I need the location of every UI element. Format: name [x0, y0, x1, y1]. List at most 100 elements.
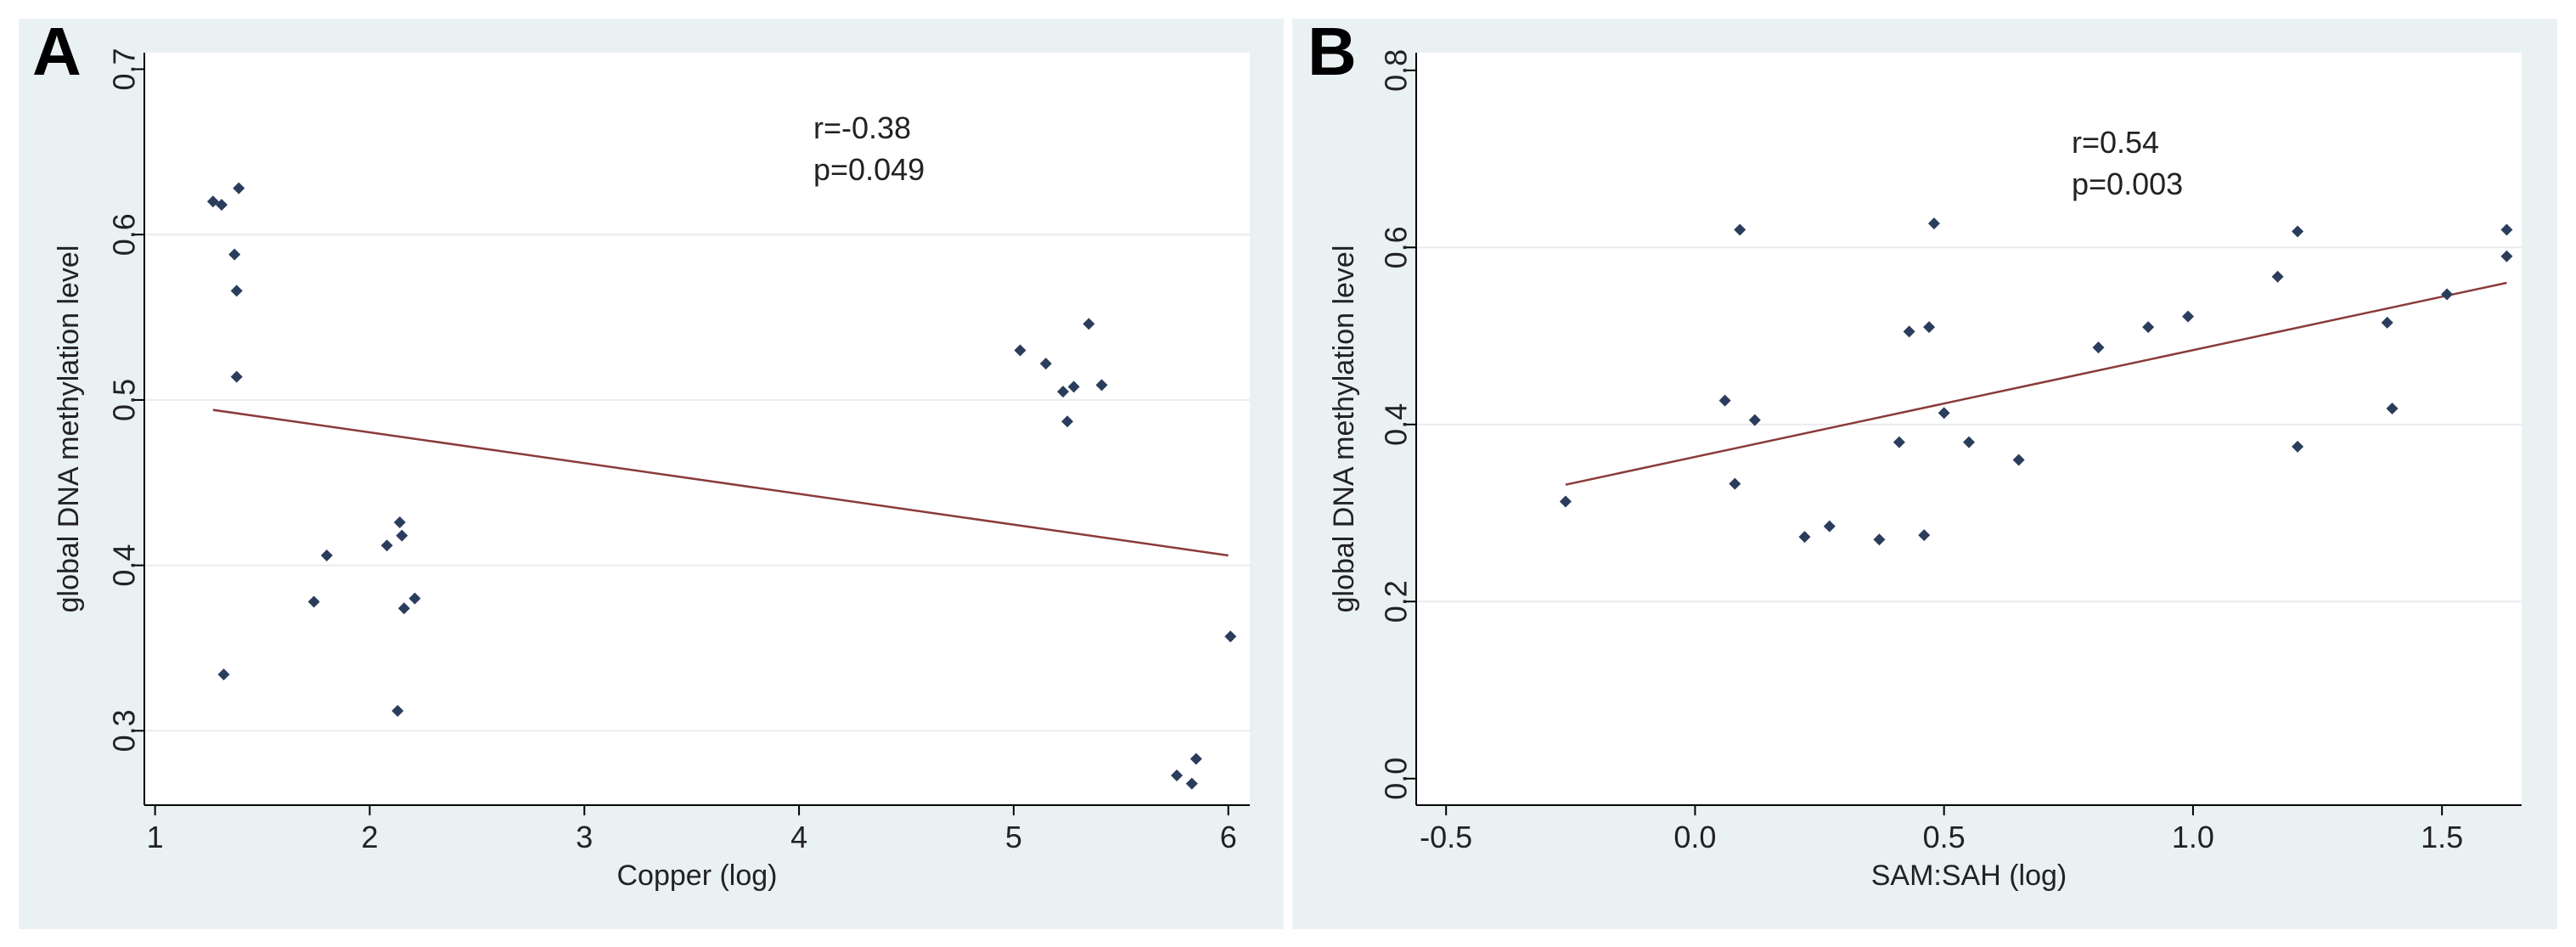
panel-b-data-point-12 [1927, 217, 1940, 230]
panel-a-data-point-2 [233, 182, 245, 194]
panel-b-data-point-6 [1823, 520, 1836, 533]
panel-b-data-point-16 [2092, 341, 2105, 354]
panel-a-gridlines [144, 234, 1250, 732]
panel-b-data-point-13 [1938, 407, 1950, 420]
panel-a-data-point-1 [216, 199, 228, 211]
panel-b-data-point-22 [2381, 316, 2393, 329]
panel-b-x-tick-label-2: 0.5 [1923, 820, 1966, 854]
panel-b-y-tick-label-4: 0.8 [1379, 49, 1414, 92]
panel-b-data-point-2 [1729, 477, 1741, 490]
panel-a-x-tick-label-3: 4 [790, 820, 807, 854]
panel-a-y-tick-label-4: 0.7 [107, 48, 142, 90]
panel-a-data-point-5 [230, 370, 243, 383]
panel-b-data-point-24 [2441, 288, 2454, 301]
panel-a-y-axis-title: global DNA methylation level [53, 245, 85, 613]
panel-a-data-point-0 [206, 195, 219, 208]
panel-a-ticks: 1 2 3 4 5 6 0.3 0.4 0.5 0.6 0.7 [107, 48, 1237, 854]
panel-a-data-point-8 [307, 595, 320, 608]
panel-a-annotation-r: r=-0.38 [813, 110, 911, 145]
panel-b-gridlines [1416, 246, 2522, 603]
panel-a-data-point-17 [1083, 318, 1095, 330]
panel-a-x-tick-label-1: 2 [361, 820, 378, 854]
panel-b-data-point-1 [1718, 394, 1731, 407]
panel-b-x-tick-label-3: 1.0 [2172, 820, 2214, 854]
panel-a-data-point-6 [217, 668, 230, 681]
panel-a-data-point-21 [1061, 415, 1074, 428]
panel-a-data-point-23 [1190, 753, 1202, 765]
panel-a-data-point-14 [391, 705, 404, 718]
panel-a-annotation-p: p=0.049 [813, 152, 925, 187]
panel-b-axes [1415, 53, 2522, 806]
panel-a-data-point-25 [1224, 630, 1237, 643]
panel-a-x-tick-label-0: 1 [147, 820, 164, 854]
panel-b-data-point-5 [1798, 531, 1811, 544]
panel-b-data-point-9 [1903, 325, 1915, 338]
panel-b-y-axis-title: global DNA methylation level [1328, 245, 1360, 613]
panel-a-data-point-18 [1057, 386, 1070, 398]
panel-a: 1 2 3 4 5 60.30.40.50.60.7 A r=-0.38 p=0.049 … [19, 14, 1284, 929]
panel-a-data-point-11 [393, 516, 406, 529]
panel-b-letter: B [1308, 14, 1357, 89]
panel-b-data-point-26 [2500, 250, 2513, 262]
panel-a-fit-line [212, 409, 1229, 557]
panel-b-data-point-25 [2500, 223, 2513, 236]
panel-b-data-point-8 [1893, 436, 1905, 448]
panel-b-plot-area [1416, 53, 2522, 805]
panel-a-data-point-3 [228, 248, 241, 261]
panel-a-data-point-7 [320, 549, 333, 561]
panel-a-data-point-13 [397, 602, 410, 615]
panel-a-fit-line-group [212, 409, 1229, 557]
panel-a-data-point-9 [380, 539, 393, 552]
panel-b-data-point-14 [1963, 436, 1975, 448]
panel-b-data-point-10 [1918, 529, 1931, 542]
panel-b-ticks: -0.5 0.0 0.5 1.0 1.50.00.20.40.60.8 [1379, 49, 2464, 854]
panel-b-y-tick-label-0: 0.0 [1379, 758, 1414, 800]
panel-b-data-point-15 [2012, 454, 2025, 466]
panel-a-data-point-10 [396, 529, 408, 542]
panel-a-y-tick-label-1: 0.4 [107, 544, 142, 587]
panel-b-data-point-3 [1734, 223, 1746, 236]
panel-b-fit-line [1565, 281, 2507, 486]
panel-a-data-point-12 [408, 592, 421, 605]
panel-a-plot-area [144, 53, 1250, 805]
panel-a-data-point-16 [1039, 358, 1052, 370]
panel-b-data-point-21 [2292, 440, 2304, 453]
panel-a-data-point-22 [1171, 769, 1184, 781]
panel-a-axes [143, 53, 1250, 806]
panel-b-data-point-0 [1559, 495, 1572, 508]
panel-b-x-tick-label-4: 1.5 [2421, 820, 2463, 854]
panel-a-y-tick-label-0: 0.3 [107, 709, 142, 752]
panel-a-x-tick-label-2: 3 [576, 820, 593, 854]
panel-b-points [1559, 217, 2513, 546]
panel-b-data-point-7 [1873, 533, 1886, 546]
panel-a-data-point-20 [1095, 379, 1108, 392]
panel-a-data-point-15 [1014, 344, 1026, 357]
panel-b-x-axis-title: SAM:SAH (log) [1871, 860, 2067, 892]
panel-b-data-point-11 [1923, 321, 1936, 334]
panel-a-data-point-4 [230, 285, 243, 297]
panel-a-y-tick-label-3: 0.6 [107, 213, 142, 256]
panel-b-data-point-19 [2271, 270, 2284, 283]
panel-a-y-tick-label-2: 0.5 [107, 379, 142, 421]
panel-b-data-point-23 [2386, 403, 2399, 415]
panel-a-data-point-19 [1067, 380, 1080, 393]
panel-a-data-point-24 [1185, 777, 1198, 790]
panel-b-x-tick-label-0: -0.5 [1420, 820, 1472, 854]
panel-a-x-tick-label-4: 5 [1005, 820, 1022, 854]
panel-b-y-tick-label-2: 0.4 [1379, 403, 1414, 446]
panel-b-data-point-18 [2182, 310, 2195, 323]
panel-b-x-tick-label-1: 0.0 [1673, 820, 1716, 854]
panel-b-y-tick-label-1: 0.2 [1379, 580, 1414, 623]
panel-b-data-point-20 [2292, 225, 2304, 238]
panel-b-annotation-r: r=0.54 [2072, 125, 2159, 160]
panel-a-x-tick-label-5: 6 [1220, 820, 1237, 854]
panel-a-letter: A [32, 14, 82, 89]
panel-b-y-tick-label-3: 0.6 [1379, 226, 1414, 268]
panel-b: -0.5 0.0 0.5 1.0 1.50.00.20.40.60.8 B r=0.54… [1292, 14, 2557, 929]
panel-b-data-point-4 [1748, 414, 1761, 426]
panel-b-data-point-17 [2142, 321, 2155, 334]
panel-a-points [206, 182, 1237, 790]
panel-a-x-axis-title: Copper (log) [617, 860, 778, 892]
panel-b-fit-line-group [1565, 281, 2507, 486]
